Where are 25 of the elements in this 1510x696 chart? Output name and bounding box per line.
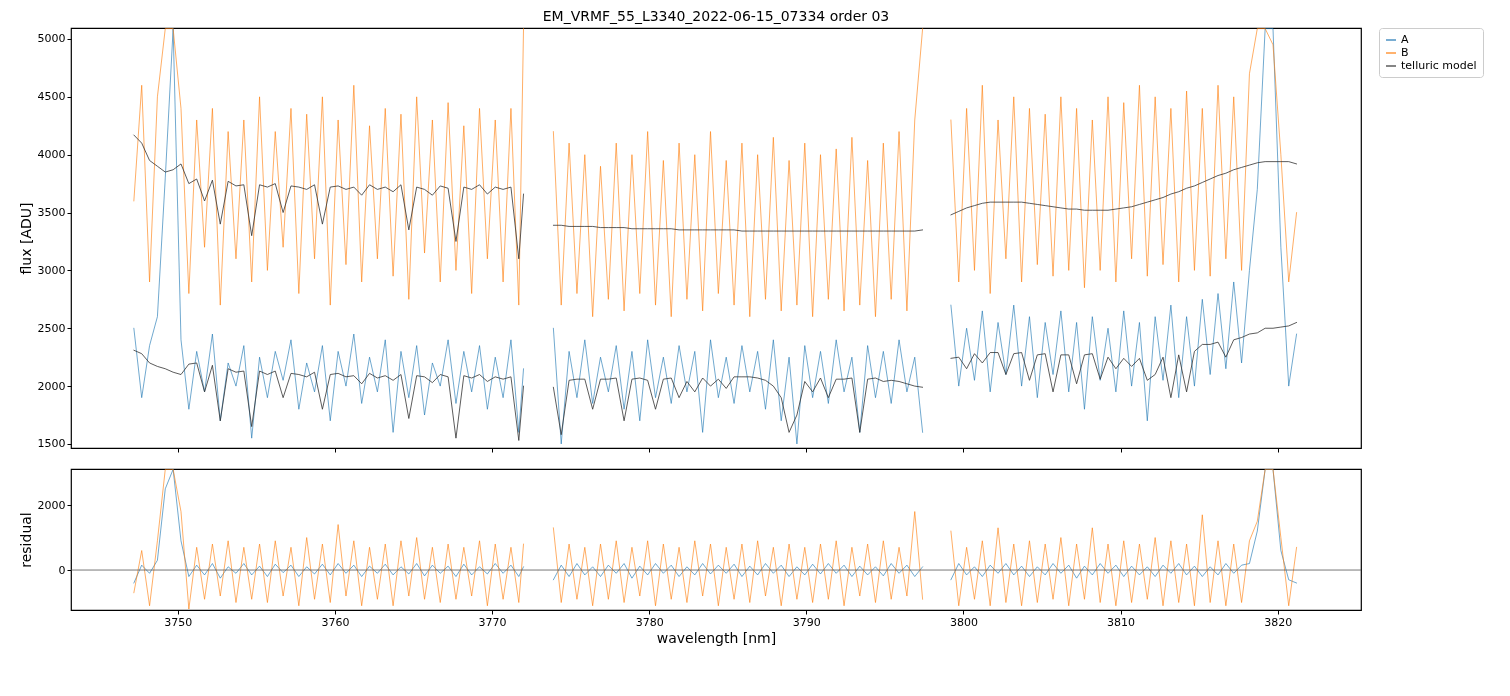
y-axis-title: residual: [17, 512, 34, 568]
y-tick-label: 3000: [37, 263, 66, 277]
y-tick-label: 2000: [37, 498, 66, 512]
legend-label: telluric model: [1401, 59, 1477, 72]
x-tick-label: 3750: [164, 615, 193, 629]
chart-title: EM_VRMF_55_L3340_2022-06-15_07334 order 03: [542, 7, 890, 24]
y-tick-label: 3500: [37, 206, 66, 220]
legend-label: B: [1401, 46, 1409, 59]
x-axis-title: wavelength [nm]: [656, 629, 777, 646]
x-tick-label: 3790: [792, 615, 821, 629]
x-tick-label: 3800: [949, 615, 978, 629]
x-tick-label: 3770: [478, 615, 507, 629]
y-tick-label: 2500: [37, 321, 66, 335]
y-tick-label: 5000: [37, 32, 66, 46]
y-tick-label: 4000: [37, 148, 66, 162]
y-tick-label: 1500: [37, 437, 66, 451]
y-tick-label: 2000: [37, 379, 66, 393]
x-tick-label: 3780: [635, 615, 664, 629]
x-tick-label: 3760: [321, 615, 350, 629]
x-tick-label: 3820: [1264, 615, 1293, 629]
y-tick-label: 0: [58, 563, 66, 577]
y-tick-label: 4500: [37, 90, 66, 104]
y-axis-title: flux [ADU]: [17, 202, 34, 275]
x-tick-label: 3810: [1107, 615, 1136, 629]
legend-label: A: [1401, 33, 1409, 46]
